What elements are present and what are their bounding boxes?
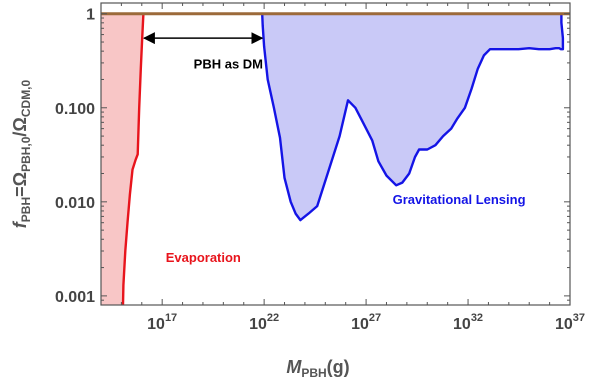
x-tick-label: 1022 (249, 312, 279, 333)
x-axis-title: MPBH(g) (286, 357, 349, 380)
gravitational-lensing-label: Gravitational Lensing (393, 192, 526, 207)
evaporation-label: Evaporation (166, 250, 241, 265)
axis-ticks: 1017 1022 1027 1032 1037 0.001 0.010 0.100 1 (55, 3, 585, 333)
gravitational-lensing-excluded-region (262, 13, 563, 221)
gravitational-lensing-curve (261, 13, 565, 222)
y-axis-title: fPBH=ΩPBH,0/ΩCDM,0 (10, 79, 33, 228)
x-tick-label: 1017 (147, 312, 177, 333)
y-tick-label: 0.100 (55, 101, 95, 118)
evaporation-curve (121, 13, 145, 305)
annotations: PBH as DM Gravitational Lensing Evaporatio… (142, 32, 526, 265)
pbh-as-dm-label: PBH as DM (194, 57, 263, 72)
y-tick-label: 0.001 (55, 289, 95, 306)
constraint-fills (101, 13, 563, 305)
x-tick-label: 1037 (555, 312, 585, 333)
y-tick-label: 1 (86, 7, 95, 24)
x-tick-label: 1027 (351, 312, 381, 333)
constraint-curves (121, 13, 565, 305)
plot-frame (100, 2, 571, 306)
x-tick-label: 1032 (453, 312, 483, 333)
evaporation-excluded-region (101, 13, 144, 305)
y-tick-label: 0.010 (55, 195, 95, 212)
